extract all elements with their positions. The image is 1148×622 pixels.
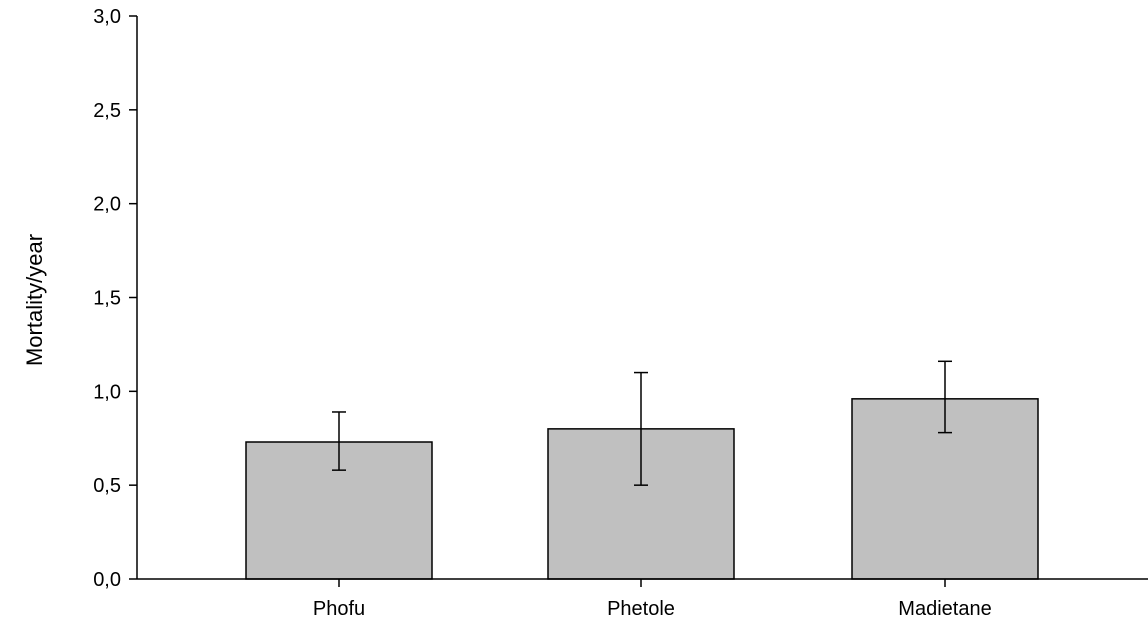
x-tick-label: Madietane bbox=[898, 598, 991, 620]
y-axis-title: Mortality/year bbox=[22, 234, 47, 366]
y-tick-label: 3,0 bbox=[93, 6, 121, 28]
y-tick-label: 2,5 bbox=[93, 100, 121, 122]
y-tick-label: 0,5 bbox=[93, 475, 121, 497]
y-tick-label: 2,0 bbox=[93, 194, 121, 216]
x-tick-label: Phetole bbox=[607, 598, 675, 620]
error-bar-phetole bbox=[634, 371, 648, 486]
x-ticks-layer: Phofu Phetole Madietane bbox=[313, 579, 992, 620]
bars-layer bbox=[245, 398, 1039, 580]
error-bars-layer bbox=[332, 360, 952, 486]
y-tick-label: 1,5 bbox=[93, 288, 121, 310]
error-bar-phofu bbox=[332, 411, 346, 471]
error-bar-madietane bbox=[938, 360, 952, 434]
x-tick-label: Phofu bbox=[313, 598, 365, 620]
y-ticks-layer: 0,0 0,5 1,0 1,5 2,0 2,5 3,0 bbox=[93, 6, 137, 591]
y-tick-label: 1,0 bbox=[93, 381, 121, 403]
y-tick-label: 0,0 bbox=[93, 569, 121, 591]
